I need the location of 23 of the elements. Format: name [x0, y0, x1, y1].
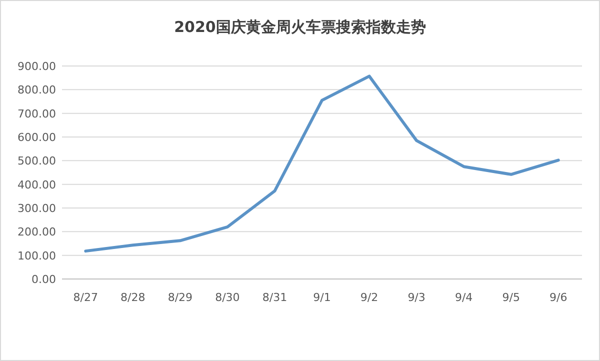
y-tick-label: 800.00 — [18, 84, 56, 97]
x-tick-label: 9/2 — [360, 291, 378, 304]
line-series — [84, 74, 560, 253]
y-tick-label: 0.00 — [32, 273, 56, 286]
y-tick-label: 600.00 — [18, 131, 56, 144]
x-tick-label: 8/30 — [215, 291, 240, 304]
x-tick-label: 8/29 — [168, 291, 193, 304]
chart-title: 2020国庆黄金周火车票搜索指数走势 — [174, 18, 426, 36]
y-tick-label: 400.00 — [18, 178, 56, 192]
y-tick-label: 100.00 — [18, 249, 56, 262]
x-tick-label: 8/31 — [262, 291, 288, 304]
x-tick-label: 9/4 — [454, 291, 473, 304]
x-tick-label: 8/28 — [120, 291, 146, 304]
x-tick-label: 9/5 — [502, 291, 520, 304]
x-tick-label: 9/1 — [313, 291, 331, 304]
y-tick-label: 500.00 — [18, 154, 56, 168]
x-tick-label: 9/3 — [408, 291, 426, 304]
x-tick-label: 9/6 — [550, 291, 568, 304]
y-tick-label: 700.00 — [18, 107, 56, 120]
y-tick-label: 300.00 — [18, 202, 56, 215]
y-tick-label: 900.00 — [18, 60, 56, 73]
x-tick-label: 8/27 — [73, 291, 98, 304]
y-tick-label: 200.00 — [18, 226, 56, 239]
